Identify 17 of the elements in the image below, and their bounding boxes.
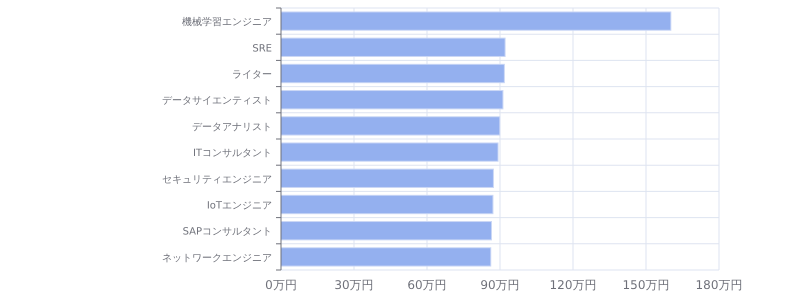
x-tick-label: 0万円 — [265, 278, 297, 292]
y-tick-label: ライター — [232, 70, 272, 80]
y-tick-label: IoTエンジニア — [206, 200, 272, 212]
y-tick-label: ITコンサルタント — [192, 148, 272, 160]
y-tick-label: 機械学習エンジニア — [182, 16, 272, 28]
y-tick-label: データアナリスト — [192, 122, 272, 133]
y-tick-label: セキュリティエンジニア — [162, 174, 272, 186]
x-tick-label: 180万円 — [696, 278, 742, 292]
y-tick-label: SAPコンサルタント — [182, 226, 272, 238]
x-tick-label: 120万円 — [550, 278, 596, 292]
x-tick-label: 90万円 — [480, 278, 520, 292]
x-tick-label: 30万円 — [334, 278, 374, 292]
x-tick-label: 60万円 — [407, 278, 447, 292]
y-tick-label: SRE — [252, 43, 272, 54]
y-tick-label: データサイエンティスト — [162, 96, 272, 107]
x-tick-label: 150万円 — [622, 278, 670, 292]
y-tick-label: ネットワークエンジニア — [162, 252, 272, 264]
